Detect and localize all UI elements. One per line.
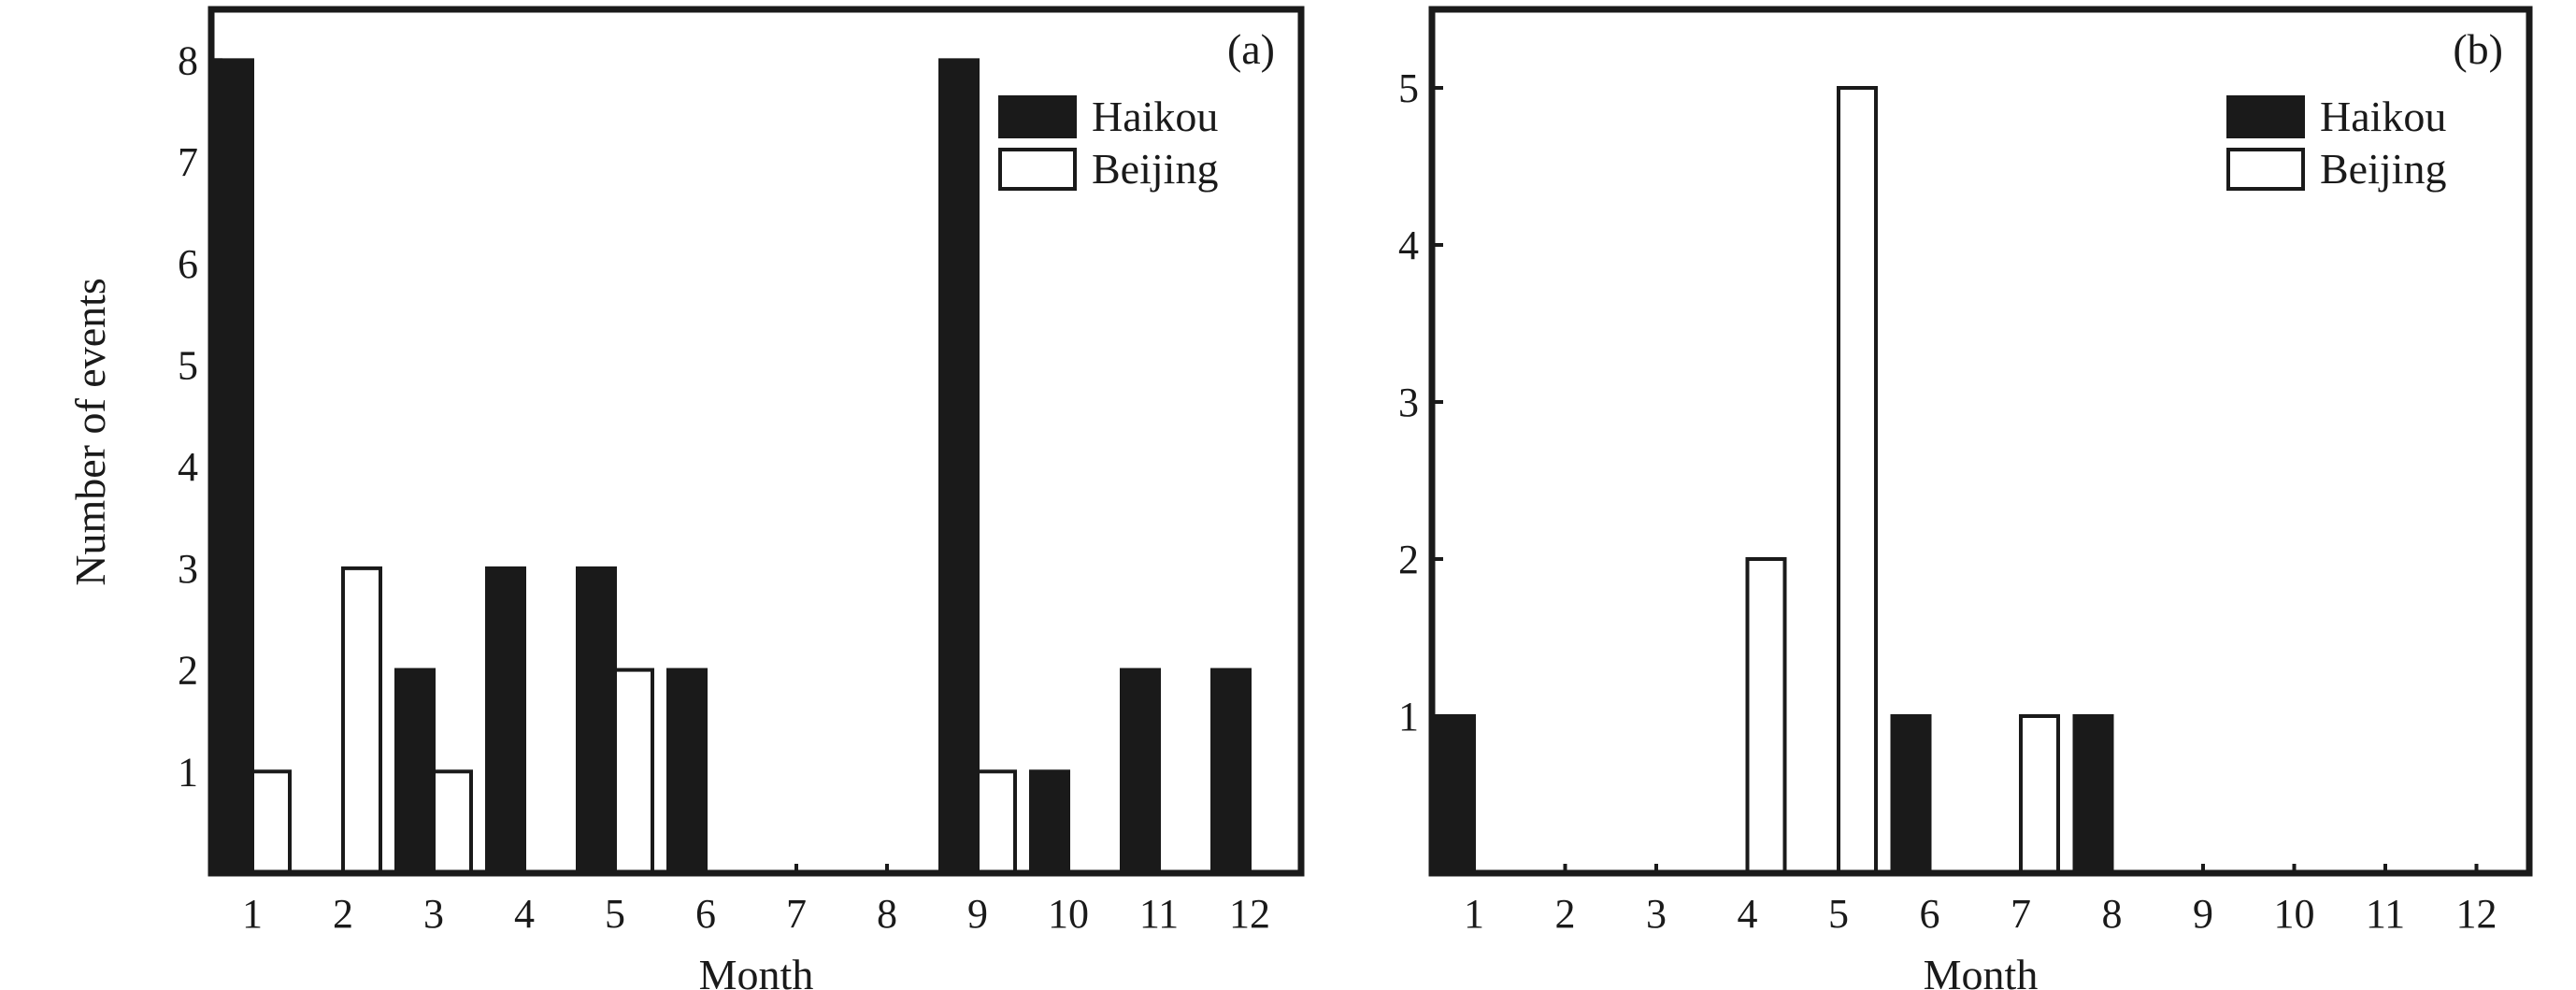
bar-beijing-month-7 [2019,714,2060,875]
x-tick-label: 3 [1646,891,1667,937]
y-tick-label: 4 [1398,222,1419,268]
y-tick-label: 3 [178,546,198,592]
x-tick-label: 11 [2366,891,2405,937]
panel-label: (a) [1227,25,1275,73]
x-tick-label: 4 [1738,891,1758,937]
legend-swatch-beijing [2226,148,2305,191]
x-axis-title: Month [1924,951,2039,990]
x-tick-label: 6 [1920,891,1940,937]
x-tick-label: 6 [695,891,716,937]
x-tick-label: 8 [2102,891,2123,937]
y-tick-label: 5 [1398,65,1419,111]
bar-beijing-month-5 [1837,86,1878,875]
x-tick-label: 5 [1828,891,1849,937]
panel-b: 1 2 3 4 5 6 7 8 9 10 11 1212345Month(b)HaikouBeijin… [1398,6,2533,990]
y-tick-label: 2 [1398,537,1419,582]
x-tick-label: 7 [2011,891,2031,937]
y-tick-label: 8 [178,37,198,83]
plot-frame [1428,6,2533,877]
bar-haikou-month-11 [1120,667,1161,876]
y-tick-label: 6 [178,241,198,287]
legend: Haikou Beijing [2226,93,2446,193]
bar-beijing-month-4 [1745,557,1787,875]
bar-haikou-month-3 [394,667,436,876]
bar-beijing-month-9 [976,769,1017,876]
x-tick-label: 9 [2193,891,2213,937]
bar-beijing-month-3 [432,769,473,876]
legend-label-beijing: Beijing [2320,145,2446,193]
bar-haikou-month-8 [2072,714,2114,875]
bar-beijing-month-1 [250,769,292,876]
x-tick-label: 4 [514,891,535,937]
legend: Haikou Beijing [998,93,1218,193]
x-tick-label: 2 [333,891,353,937]
bar-beijing-month-5 [613,667,654,876]
y-axis-title: Number of events [66,278,114,586]
x-tick-label: 1 [242,891,263,937]
panel-label: (b) [2453,25,2503,73]
y-tick-label: 2 [178,648,198,694]
x-tick-label: 11 [1139,891,1179,937]
x-tick-label: 7 [786,891,807,937]
legend-label-beijing: Beijing [1092,145,1218,193]
legend-swatch-haikou [2226,95,2305,138]
bar-haikou-month-5 [576,566,617,875]
x-tick-label: 12 [1229,891,1270,937]
y-tick-label: 4 [178,444,198,490]
bar-haikou-month-4 [485,566,526,875]
y-tick-label: 3 [1398,380,1419,425]
bar-haikou-month-1 [1435,714,1476,875]
y-tick-label: 1 [178,749,198,795]
legend-swatch-haikou [998,95,1077,138]
bar-haikou-month-9 [938,58,980,875]
x-tick-label: 3 [423,891,444,937]
bar-haikou-month-12 [1210,667,1252,876]
bar-haikou-month-10 [1029,769,1070,876]
x-tick-label: 10 [1048,891,1089,937]
y-tick-label: 1 [1398,694,1419,739]
x-tick-label: 12 [2456,891,2497,937]
bar-beijing-month-2 [341,566,382,875]
x-axis-title: Month [699,951,814,990]
y-tick-label: 5 [178,342,198,388]
x-tick-label: 8 [877,891,897,937]
plot-frame [208,6,1305,877]
bar-haikou-month-6 [1890,714,1932,875]
x-tick-label: 9 [967,891,988,937]
legend-label-haikou: Haikou [2320,93,2446,140]
y-tick-label: 7 [178,139,198,185]
x-tick-label: 5 [605,891,625,937]
x-tick-label: 1 [1464,891,1484,937]
x-tick-label: 2 [1555,891,1576,937]
legend-swatch-beijing [998,148,1077,191]
x-tick-label: 10 [2274,891,2315,937]
legend-label-haikou: Haikou [1092,93,1218,140]
bar-haikou-month-6 [666,667,708,876]
